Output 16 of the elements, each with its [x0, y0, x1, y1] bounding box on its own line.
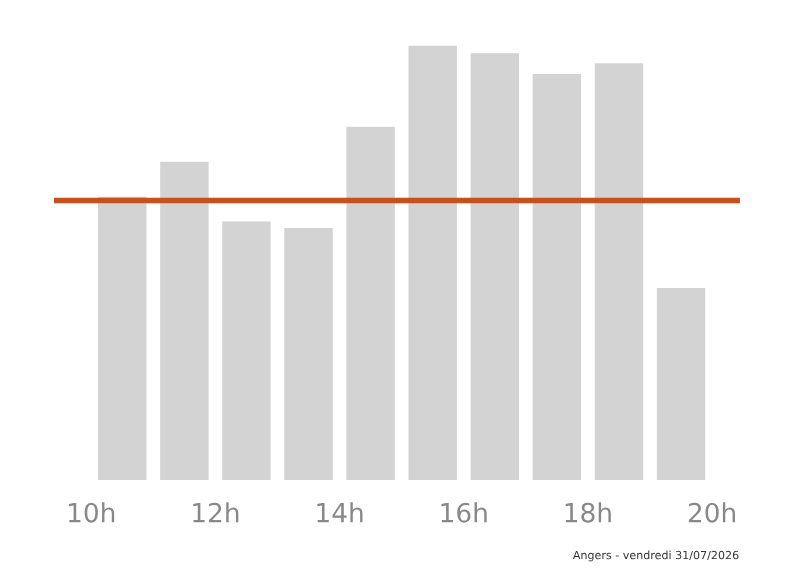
x-tick-label: 10h: [69, 502, 115, 523]
bar: [470, 53, 519, 480]
bar: [222, 221, 271, 480]
bar: [656, 287, 706, 480]
x-tick-label: 16h: [441, 502, 487, 523]
bar: [98, 196, 147, 480]
bar: [346, 126, 395, 480]
bar: [408, 45, 457, 480]
bar: [160, 161, 209, 480]
bar: [284, 227, 333, 480]
x-tick-label: 14h: [317, 502, 363, 523]
bar: [594, 63, 644, 480]
x-tick-label: 20h: [688, 502, 735, 523]
x-tick-label: 18h: [565, 502, 611, 523]
x-tick-label: 12h: [193, 502, 239, 523]
bar: [532, 74, 582, 480]
